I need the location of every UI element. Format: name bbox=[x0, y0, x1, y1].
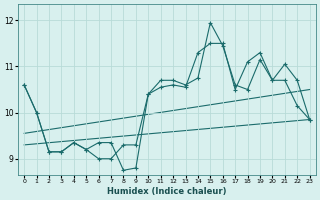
X-axis label: Humidex (Indice chaleur): Humidex (Indice chaleur) bbox=[107, 187, 227, 196]
